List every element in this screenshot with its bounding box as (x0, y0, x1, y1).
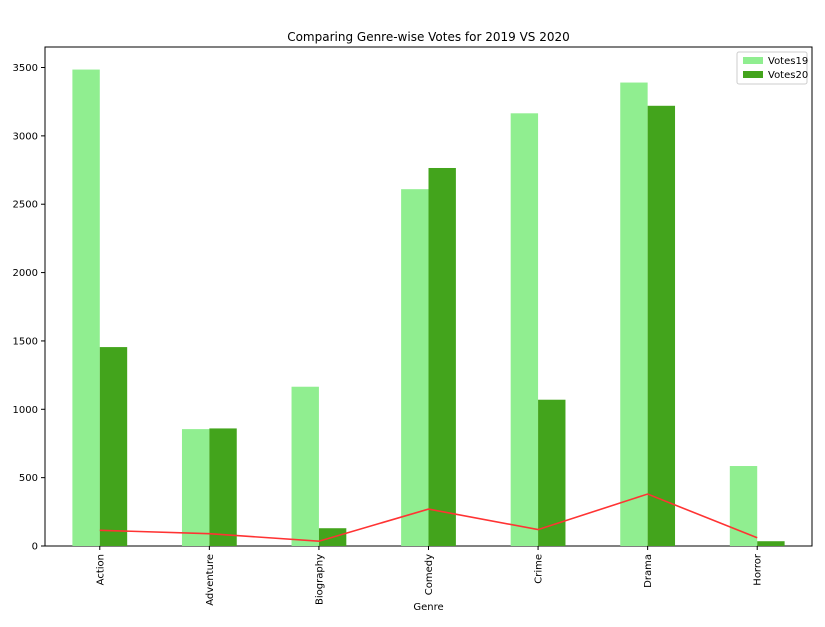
bar-votes19-crime (510, 113, 539, 546)
bar-votes19-biography (291, 386, 319, 546)
x-tick-label: Horror (753, 553, 764, 586)
chart-title: Comparing Genre-wise Votes for 2019 VS 2… (287, 30, 570, 44)
y-tick-label: 3500 (13, 63, 38, 74)
bar-votes19-comedy (401, 189, 429, 546)
x-axis: Action Adventure Biography Comedy Crime Drama… (95, 546, 764, 606)
y-tick-label: 0 (32, 542, 38, 553)
y-tick-label: 3000 (13, 131, 38, 142)
x-tick-label: Crime (534, 554, 545, 584)
y-tick-label: 1000 (13, 405, 38, 416)
y-tick-label: 1500 (13, 336, 38, 347)
y-tick-label: 500 (19, 473, 38, 484)
trend-line (99, 493, 758, 543)
x-tick-label: Drama (643, 554, 654, 588)
legend: Votes19 Votes20 (736, 51, 808, 85)
bar-votes20-comedy (428, 167, 456, 546)
y-tick-label: 2000 (13, 268, 38, 279)
x-axis-label: Genre (413, 602, 443, 613)
x-tick-label: Comedy (424, 554, 435, 595)
bar-votes20-action (99, 347, 128, 546)
bar-votes19-adventure (181, 429, 210, 546)
bar-votes20-horror (757, 541, 785, 546)
y-axis: 0 500 1000 1500 2000 2500 3000 3500 (13, 63, 45, 553)
legend-swatch-votes19 (743, 57, 763, 64)
bar-votes19-horror (729, 466, 758, 546)
legend-label-votes19: Votes19 (768, 56, 808, 67)
x-tick-label: Biography (314, 554, 325, 605)
x-tick-label: Adventure (205, 554, 216, 606)
bars-group (72, 69, 785, 547)
legend-swatch-votes20 (743, 71, 763, 78)
bar-votes20-drama (647, 105, 676, 546)
x-tick-label: Action (95, 554, 106, 585)
bar-votes20-adventure (209, 428, 237, 546)
y-tick-label: 2500 (13, 200, 38, 211)
bar-votes19-drama (620, 82, 648, 547)
bar-votes20-crime (538, 399, 566, 546)
legend-label-votes20: Votes20 (768, 70, 808, 81)
bar-votes19-action (72, 69, 100, 547)
